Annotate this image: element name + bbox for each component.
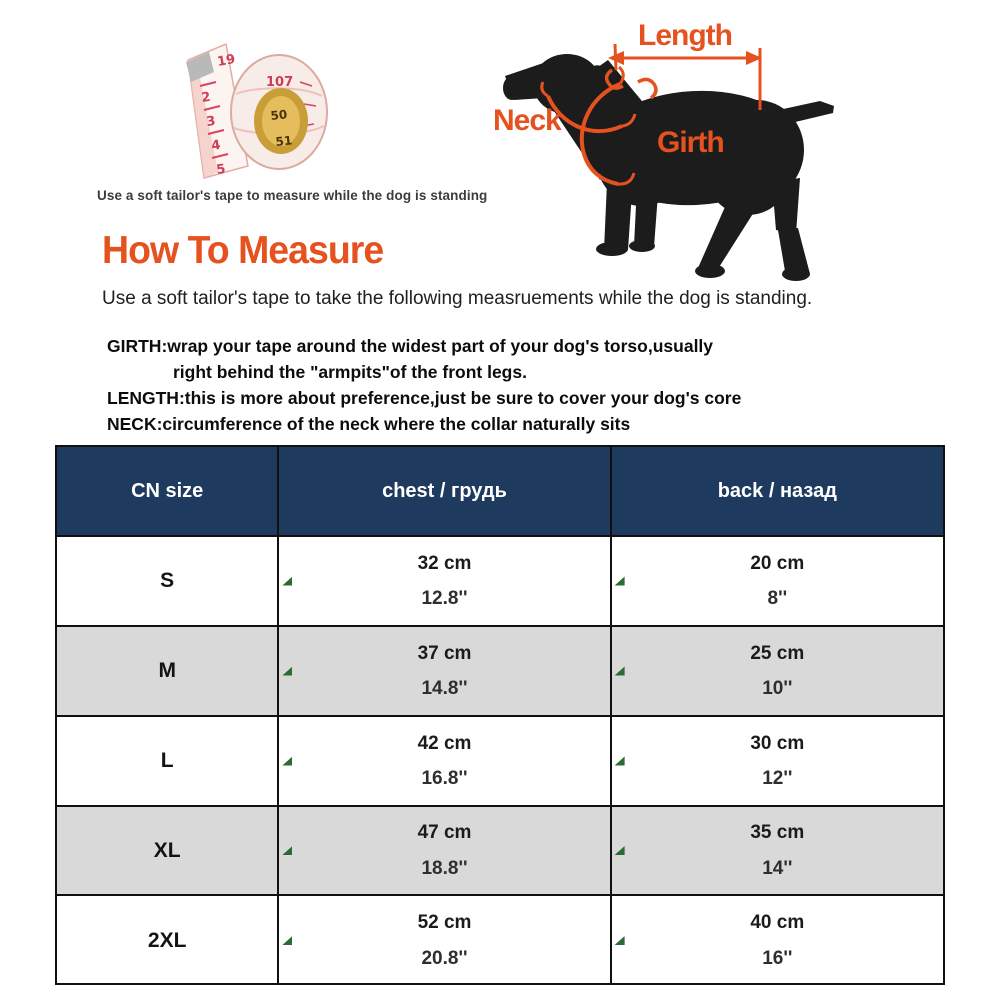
chest-in: 18.8'' xyxy=(421,857,468,879)
chest-cm: 47 cm xyxy=(417,822,472,844)
tape-number: 51 xyxy=(275,133,293,149)
tape-number: 19 xyxy=(216,52,236,70)
dog-measurement-diagram: Length Neck Girth xyxy=(493,19,834,281)
tape-number: 3 xyxy=(205,114,216,130)
tape-number: 5 xyxy=(215,162,226,178)
back-cm: 30 cm xyxy=(750,732,805,754)
cell-flag-icon xyxy=(614,846,625,855)
girth-label: Girth xyxy=(657,126,724,159)
header-back: back / назад xyxy=(611,447,943,537)
girth-arc xyxy=(579,65,636,186)
back-cm: 40 cm xyxy=(750,912,805,933)
chest-cm: 37 cm xyxy=(417,642,472,664)
table-row-m-back: 25 cm 10'' xyxy=(611,627,943,717)
header-cn-size: CN size xyxy=(57,447,280,537)
neck-label: Neck xyxy=(493,104,562,137)
table-row-s-back: 20 cm 8'' xyxy=(611,537,943,627)
table-row-m-size: M xyxy=(57,627,280,717)
table-row-xl-back: 35 cm 14'' xyxy=(611,807,943,896)
cell-flag-icon xyxy=(282,756,293,766)
table-row-l-size: L xyxy=(57,717,280,807)
chest-cm: 32 cm xyxy=(417,552,472,574)
back-in: 12'' xyxy=(762,768,793,790)
chest-in: 16.8'' xyxy=(421,768,468,790)
page-title: How To Measure xyxy=(102,229,384,272)
table-row-2xl-chest: 52 cm 20.8'' xyxy=(279,896,612,985)
cell-flag-icon xyxy=(282,576,293,586)
tape-number: 50 xyxy=(270,107,288,123)
chest-cm: 52 cm xyxy=(417,912,472,933)
back-in: 16'' xyxy=(762,948,793,969)
table-row-xl-chest: 47 cm 18.8'' xyxy=(279,807,612,896)
tape-end-tab xyxy=(186,52,214,82)
girth-instruction-line2: right behind the "armpits"of the front l… xyxy=(173,362,527,382)
chest-in: 20.8'' xyxy=(421,948,468,969)
tape-number: 107 xyxy=(266,75,293,90)
cell-flag-icon xyxy=(614,666,625,676)
tape-caption: Use a soft tailor's tape to measure whil… xyxy=(97,188,488,203)
length-arrow xyxy=(604,43,762,110)
table-row-xl-size: XL xyxy=(57,807,280,896)
measuring-tape-image: 19 2 3 4 5 107 108 50 51 xyxy=(186,42,328,179)
table-row-s-size: S xyxy=(57,537,280,627)
cell-flag-icon xyxy=(614,576,625,586)
cell-flag-icon xyxy=(614,936,625,945)
cell-flag-icon xyxy=(614,756,625,766)
table-row-l-back: 30 cm 12'' xyxy=(611,717,943,807)
chest-in: 14.8'' xyxy=(421,678,468,700)
table-row-2xl-size: 2XL xyxy=(57,896,280,985)
table-row-m-chest: 37 cm 14.8'' xyxy=(279,627,612,717)
girth-instruction-line1: GIRTH:wrap your tape around the widest p… xyxy=(107,336,714,356)
table-row-l-chest: 42 cm 16.8'' xyxy=(279,717,612,807)
chest-in: 12.8'' xyxy=(421,588,468,610)
back-cm: 35 cm xyxy=(750,822,805,844)
back-cm: 20 cm xyxy=(750,552,805,574)
cell-flag-icon xyxy=(282,666,293,676)
chest-cm: 42 cm xyxy=(417,732,472,754)
neck-arc xyxy=(540,81,637,133)
tape-number: 4 xyxy=(210,138,221,154)
length-label: Length xyxy=(638,19,732,52)
table-row-s-chest: 32 cm 12.8'' xyxy=(279,537,612,627)
back-in: 8'' xyxy=(767,588,788,610)
intro-text: Use a soft tailor's tape to take the fol… xyxy=(102,288,813,309)
header-chest: chest / грудь xyxy=(279,447,612,537)
back-in: 14'' xyxy=(762,857,793,879)
length-instruction: LENGTH:this is more about preference,jus… xyxy=(107,388,742,408)
table-row-2xl-back: 40 cm 16'' xyxy=(612,896,943,985)
cell-flag-icon xyxy=(282,936,293,945)
measure-instructions: GIRTH:wrap your tape around the widest p… xyxy=(107,333,947,437)
dog-silhouette xyxy=(503,54,834,281)
tape-number: 2 xyxy=(200,90,211,106)
neck-instruction: NECK:circumference of the neck where the… xyxy=(107,414,631,434)
size-table: CN size chest / грудь back / назад S 32 … xyxy=(55,445,945,985)
back-in: 10'' xyxy=(762,678,793,700)
cell-flag-icon xyxy=(282,846,293,855)
back-cm: 25 cm xyxy=(750,642,805,664)
